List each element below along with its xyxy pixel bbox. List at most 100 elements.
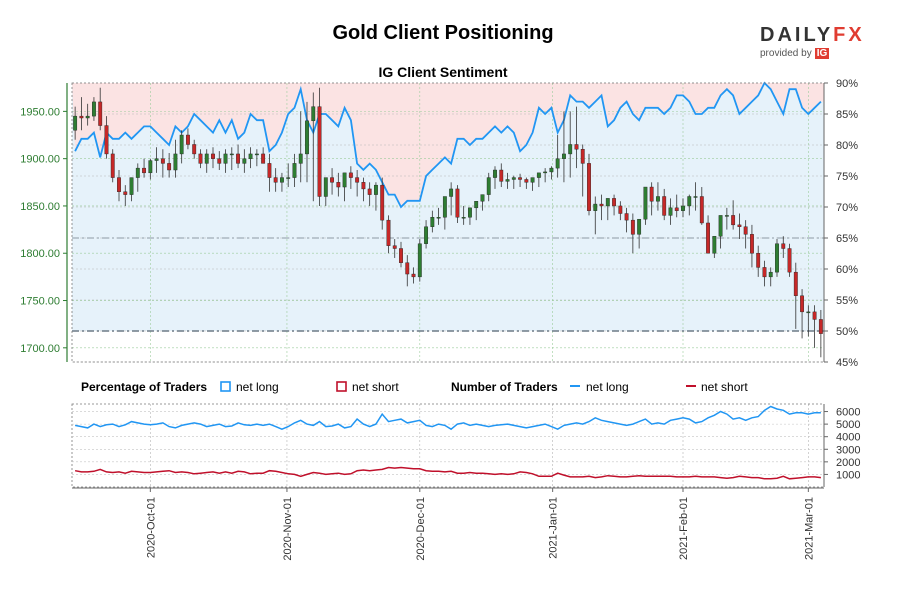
candle bbox=[160, 149, 165, 178]
candle-body bbox=[129, 177, 134, 195]
legend-pct-short-label: net short bbox=[352, 380, 399, 394]
candle-body bbox=[424, 226, 428, 244]
sentiment-net-long-line bbox=[74, 81, 822, 209]
candle bbox=[662, 188, 667, 221]
candle-body bbox=[380, 184, 385, 221]
candle-body bbox=[637, 218, 642, 235]
candle-body bbox=[386, 219, 391, 246]
candle bbox=[280, 172, 284, 192]
candle-body bbox=[135, 167, 140, 178]
candle-body bbox=[367, 188, 372, 195]
candle bbox=[298, 111, 303, 183]
candle bbox=[687, 194, 692, 216]
candle-body bbox=[530, 177, 535, 183]
candle-body bbox=[593, 203, 598, 211]
candle bbox=[806, 305, 811, 337]
candle bbox=[543, 168, 548, 183]
candlestick-group bbox=[73, 87, 823, 358]
candle bbox=[405, 255, 410, 287]
logo-provided-by: provided by bbox=[760, 48, 812, 59]
candle bbox=[430, 210, 435, 233]
candle-body bbox=[643, 186, 648, 220]
date-axis: 2020-Oct-01 2020-Nov-01 2020-Dec-01 2021-Ja… bbox=[72, 487, 824, 561]
candle-body bbox=[562, 153, 566, 159]
candle-body bbox=[405, 262, 410, 275]
candle-body bbox=[192, 144, 197, 155]
sentiment-tick-label: 70% bbox=[836, 202, 858, 214]
sentiment-line-group bbox=[74, 81, 822, 209]
candle-body bbox=[737, 224, 742, 227]
candle bbox=[587, 153, 591, 216]
candle bbox=[818, 309, 823, 358]
candle bbox=[568, 111, 573, 178]
candle bbox=[261, 147, 266, 164]
candle bbox=[367, 182, 372, 206]
candle bbox=[718, 215, 723, 249]
candle-body bbox=[474, 201, 479, 209]
candle bbox=[374, 182, 378, 211]
candle bbox=[267, 153, 272, 192]
candle-body bbox=[662, 196, 667, 216]
candle-body bbox=[681, 205, 685, 211]
candle bbox=[480, 194, 485, 211]
candle-body bbox=[198, 153, 203, 164]
candle-body bbox=[518, 177, 522, 180]
candle bbox=[505, 172, 510, 189]
candle bbox=[305, 101, 309, 183]
candle bbox=[486, 172, 491, 202]
count-tick-label: 4000 bbox=[836, 432, 860, 444]
candle bbox=[800, 289, 804, 339]
sentiment-tick-label: 85% bbox=[836, 109, 858, 121]
candle-body bbox=[330, 177, 334, 183]
sentiment-tick-label: 75% bbox=[836, 171, 858, 183]
candle-body bbox=[148, 160, 153, 174]
candle bbox=[593, 196, 598, 235]
candle bbox=[580, 144, 585, 197]
candle bbox=[668, 198, 673, 225]
candle-body bbox=[480, 194, 485, 202]
candle-body bbox=[430, 217, 435, 227]
candle bbox=[110, 149, 115, 183]
count-net-short-line bbox=[74, 466, 821, 480]
candle bbox=[192, 139, 197, 159]
candle-body bbox=[411, 273, 416, 278]
candle-body bbox=[204, 153, 209, 164]
candle-body bbox=[211, 153, 215, 159]
candle bbox=[536, 172, 541, 188]
candle bbox=[167, 152, 172, 178]
candle bbox=[674, 194, 679, 218]
candle-body bbox=[361, 182, 366, 190]
legend-pct-short-swatch bbox=[336, 381, 347, 392]
candle bbox=[248, 147, 253, 169]
candle-body bbox=[511, 177, 516, 180]
date-tick-label: 2021-Mar-01 bbox=[803, 497, 815, 560]
candle bbox=[217, 151, 222, 171]
price-tick-label: 1950.00 bbox=[20, 106, 60, 118]
candle bbox=[173, 139, 178, 178]
candle bbox=[442, 196, 447, 230]
candle-body bbox=[123, 191, 128, 195]
candle bbox=[292, 153, 297, 188]
sentiment-tick-label: 60% bbox=[836, 264, 858, 276]
candle-body bbox=[449, 188, 454, 197]
candle bbox=[399, 241, 403, 268]
count-tick-label: 3000 bbox=[836, 444, 860, 456]
date-tick-label: 2021-Feb-01 bbox=[678, 497, 690, 560]
candle-body bbox=[618, 205, 623, 214]
candle-body bbox=[699, 196, 704, 224]
candle bbox=[254, 149, 259, 167]
candle bbox=[706, 215, 710, 254]
candle bbox=[775, 239, 779, 277]
candle-body bbox=[499, 169, 504, 182]
candle-body bbox=[493, 169, 497, 178]
legend-num-short-label: net short bbox=[701, 380, 748, 394]
candle bbox=[781, 236, 786, 258]
candle-body bbox=[261, 153, 266, 164]
candle-body bbox=[374, 184, 378, 195]
price-tick-label: 1900.00 bbox=[20, 154, 60, 166]
candle-body bbox=[461, 217, 466, 219]
candle-body bbox=[731, 215, 736, 226]
candle bbox=[756, 245, 761, 277]
chart-subtitle: IG Client Sentiment bbox=[378, 64, 508, 80]
